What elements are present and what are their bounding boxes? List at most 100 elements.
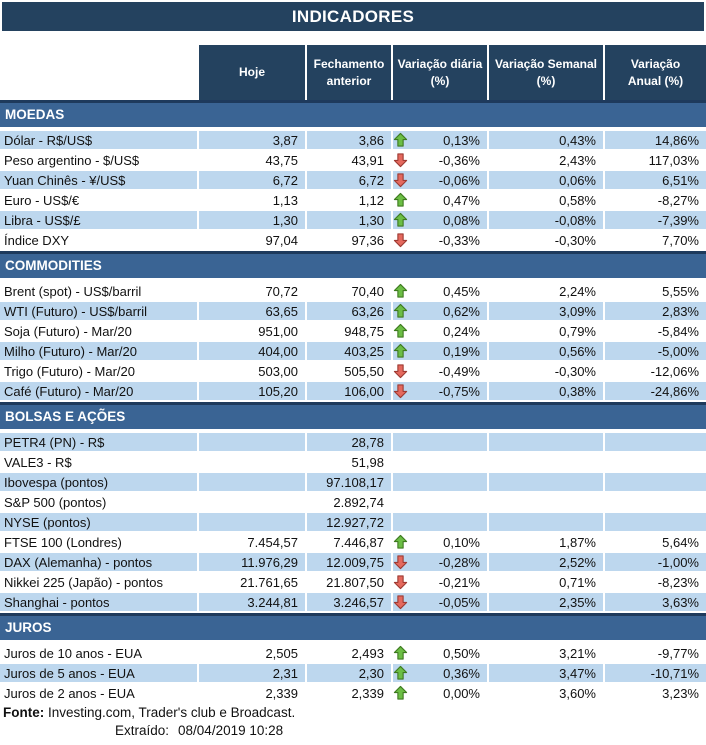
up-arrow-icon — [393, 283, 408, 298]
up-arrow-icon — [393, 343, 408, 358]
cell-hoje: 43,75 — [199, 151, 307, 169]
cell-variacao-anual: -8,23% — [657, 574, 699, 590]
row-label: Soja (Futuro) - Mar/20 — [0, 322, 199, 340]
row-label: S&P 500 (pontos) — [0, 493, 199, 511]
variacao-diaria-value: 0,19% — [443, 343, 480, 359]
variacao-diaria-value: 0,62% — [443, 303, 480, 319]
row-label: VALE3 - R$ — [0, 453, 199, 471]
cell-variacao-semanal: 1,87% — [489, 533, 605, 551]
cell-fechamento-anterior: 97,36 — [307, 231, 393, 249]
cell-fechamento-anterior: 3,86 — [307, 131, 393, 149]
cell-fechamento-anterior: 97.108,17 — [307, 473, 393, 491]
cell-variacao-semanal: 0,71% — [489, 573, 605, 591]
trend-arrow — [393, 323, 409, 339]
source-label: Fonte: — [3, 705, 45, 720]
cell-variacao-semanal: 2,24% — [489, 282, 605, 300]
up-arrow-icon — [393, 132, 408, 147]
table-row: Nikkei 225 (Japão) - pontos 21.761,65 21.8… — [0, 573, 706, 591]
cell-fechamento-anterior: 2,30 — [307, 664, 393, 682]
cell-fechamento-anterior: 51,98 — [307, 453, 393, 471]
trend-arrow — [393, 594, 409, 610]
row-label: NYSE (pontos) — [0, 513, 199, 531]
trend-arrow — [393, 152, 409, 168]
table-row: Dólar - R$/US$ 3,87 3,86 0,13% 0,43% 14,86% — [0, 131, 706, 149]
cell-variacao-anual: -7,39% — [605, 211, 706, 229]
cell-variacao-anual — [605, 473, 706, 491]
table-row: S&P 500 (pontos) 2.892,74 — [0, 493, 706, 511]
cell-variacao-diaria — [393, 433, 489, 451]
cell-fechamento-anterior: 2,493 — [307, 644, 393, 662]
cell-fechamento-anterior: 6,72 — [307, 171, 393, 189]
trend-arrow — [393, 303, 409, 319]
cell-variacao-anual: 7,70% — [662, 232, 699, 248]
cell-variacao-anual: 3,23% — [662, 685, 699, 701]
cell-variacao-semanal: 3,21% — [489, 644, 605, 662]
cell-hoje: 3,87 — [199, 131, 307, 149]
cell-hoje: 2,31 — [199, 664, 307, 682]
cell-variacao-diaria: -0,49% — [393, 362, 489, 380]
cell-variacao-anual: -9,77% — [657, 645, 699, 661]
cell-variacao-anual — [605, 513, 706, 531]
variacao-diaria-value: -0,21% — [438, 574, 480, 590]
cell-variacao-diaria: 0,13% — [393, 131, 489, 149]
cell-variacao-diaria: -0,06% — [393, 171, 489, 189]
table-row: Peso argentino - $/US$ 43,75 43,91 -0,36% 2,… — [0, 151, 706, 169]
cell-hoje: 3.244,81 — [199, 593, 307, 611]
trend-arrow — [393, 172, 409, 188]
up-arrow-icon — [393, 665, 408, 680]
cell-hoje: 63,65 — [199, 302, 307, 320]
table-row: Trigo (Futuro) - Mar/20 503,00 505,50 -0,49… — [0, 362, 706, 380]
cell-variacao-diaria: -0,75% — [393, 382, 489, 400]
trend-arrow — [393, 645, 409, 661]
source-line: Fonte: Investing.com, Trader's club e Br… — [0, 704, 706, 722]
cell-variacao-semanal: -0,30% — [489, 231, 605, 249]
down-arrow-icon — [393, 575, 408, 590]
header-cell-blank — [0, 45, 199, 100]
table-row: VALE3 - R$ 51,98 — [0, 453, 706, 471]
table-row: NYSE (pontos) 12.927,72 — [0, 513, 706, 531]
trend-arrow — [393, 343, 409, 359]
table-row: Ibovespa (pontos) 97.108,17 — [0, 473, 706, 491]
cell-fechamento-anterior: 2,339 — [307, 684, 393, 702]
variacao-diaria-value: -0,49% — [438, 363, 480, 379]
row-label: Milho (Futuro) - Mar/20 — [0, 342, 199, 360]
cell-fechamento-anterior: 403,25 — [307, 342, 393, 360]
cell-variacao-diaria: 0,19% — [393, 342, 489, 360]
cell-variacao-diaria — [393, 513, 489, 531]
down-arrow-icon — [393, 233, 408, 248]
cell-variacao-anual — [605, 433, 706, 451]
cell-fechamento-anterior: 7.446,87 — [307, 533, 393, 551]
trend-arrow — [393, 685, 409, 701]
variacao-diaria-value: -0,36% — [438, 152, 480, 168]
cell-variacao-diaria: 0,62% — [393, 302, 489, 320]
section-header-bolsas-e-acoes: BOLSAS E AÇÕES — [0, 402, 706, 429]
down-arrow-icon — [393, 555, 408, 570]
cell-variacao-semanal: 2,43% — [489, 151, 605, 169]
source-text: Investing.com, Trader's club e Broadcast… — [44, 705, 296, 720]
cell-fechamento-anterior: 505,50 — [307, 362, 393, 380]
cell-variacao-anual: -10,71% — [605, 664, 706, 682]
cell-variacao-semanal — [489, 513, 605, 531]
cell-variacao-semanal: 3,09% — [489, 302, 605, 320]
row-label: Café (Futuro) - Mar/20 — [0, 382, 199, 400]
cell-variacao-semanal: 3,47% — [489, 664, 605, 682]
cell-variacao-diaria — [393, 473, 489, 491]
variacao-diaria-value: -0,28% — [438, 554, 480, 570]
row-label: Peso argentino - $/US$ — [0, 151, 199, 169]
cell-variacao-diaria: -0,33% — [393, 231, 489, 249]
variacao-diaria-value: 0,08% — [443, 212, 480, 228]
cell-hoje: 11.976,29 — [199, 553, 307, 571]
cell-variacao-anual: -1,00% — [605, 553, 706, 571]
down-arrow-icon — [393, 384, 408, 399]
row-label: Índice DXY — [0, 231, 199, 249]
up-arrow-icon — [393, 192, 408, 207]
trend-arrow — [393, 132, 409, 148]
cell-variacao-anual: 2,83% — [605, 302, 706, 320]
cell-variacao-diaria: 0,50% — [393, 644, 489, 662]
table-row: Juros de 5 anos - EUA 2,31 2,30 0,36% 3,47% -… — [0, 664, 706, 682]
table-row: Juros de 2 anos - EUA 2,339 2,339 0,00% 3,60… — [0, 684, 706, 702]
page-title: INDICADORES — [2, 2, 704, 31]
section-header-juros: JUROS — [0, 613, 706, 640]
cell-fechamento-anterior: 2.892,74 — [307, 493, 393, 511]
